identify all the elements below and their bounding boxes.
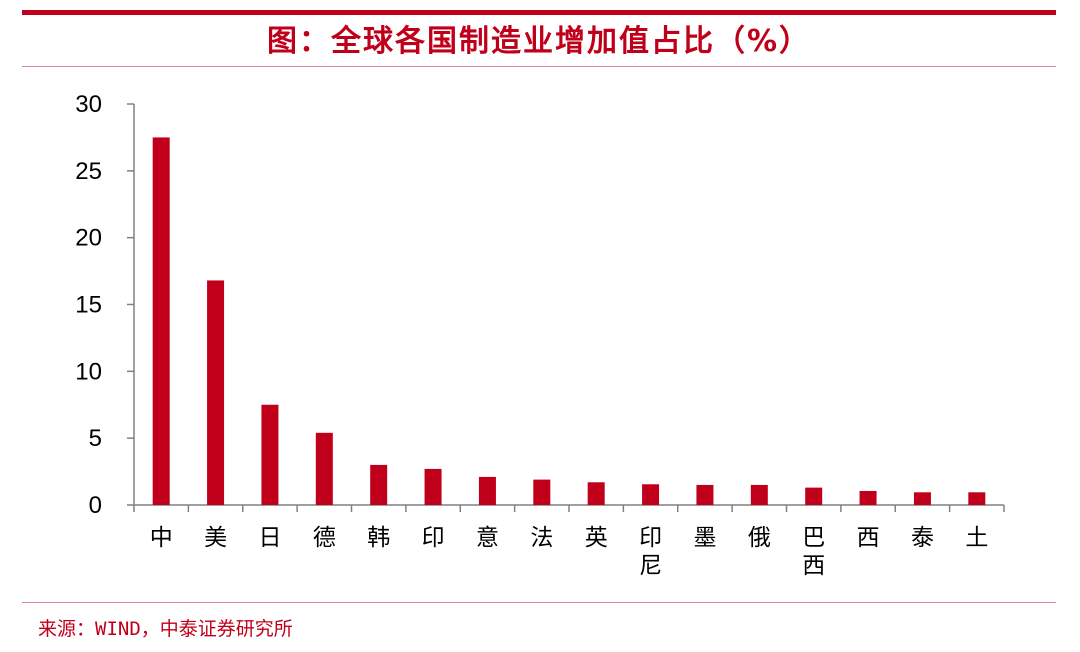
x-tick-label: 意: [476, 525, 499, 551]
x-tick-label: 泰: [911, 525, 934, 551]
x-tick-label: 墨: [693, 525, 716, 551]
bar: [913, 492, 931, 505]
top-rule: [22, 10, 1056, 15]
x-tick-label: 日: [258, 525, 281, 551]
bar: [696, 484, 714, 505]
y-tick-labels: 0 5 10 15 20 25 30: [75, 91, 102, 519]
bar: [315, 432, 333, 505]
x-tick-labels: 中 美 日 德 韩 印 意 法 英 印尼 墨 俄 巴西 西 泰 土: [150, 525, 989, 579]
bar: [805, 487, 823, 505]
x-tick-label: 俄: [748, 525, 771, 551]
x-tick-label: 美: [204, 525, 227, 551]
chart-bars: [152, 137, 986, 505]
x-tick-label: 土: [965, 525, 988, 551]
x-tick-label: 印尼: [639, 525, 662, 579]
y-tick-label: 20: [75, 225, 102, 252]
x-tick-label: 巴西: [802, 525, 825, 579]
y-tick-label: 10: [75, 358, 102, 385]
title-divider: [22, 66, 1056, 67]
bar: [370, 464, 388, 505]
x-tick-label: 印: [422, 525, 445, 551]
x-tick-label: 英: [585, 525, 608, 551]
bar: [478, 476, 496, 505]
source-divider: [22, 602, 1056, 603]
bar: [642, 484, 660, 505]
bar: [968, 492, 986, 505]
bar: [424, 468, 442, 505]
bar: [750, 484, 768, 505]
x-tick-label: 德: [313, 525, 336, 551]
y-tick-label: 15: [75, 292, 102, 319]
y-tick-label: 30: [75, 91, 102, 118]
y-tick-label: 5: [89, 425, 102, 452]
x-tick-label: 韩: [367, 525, 390, 551]
chart-axes: [127, 103, 1005, 512]
x-tick-label: 法: [530, 525, 553, 551]
source-note: 来源：WIND，中泰证券研究所: [38, 618, 293, 640]
bar: [533, 479, 551, 505]
y-tick-label: 25: [75, 158, 102, 185]
x-tick-label: 中: [150, 525, 173, 551]
x-tick-label: 西: [857, 525, 880, 551]
bar: [261, 404, 279, 505]
bar: [207, 280, 225, 505]
bar: [859, 490, 877, 505]
bar-chart: 0 5 10 15 20 25 30 中 美 日 德 韩 印 意 法 英 印尼 墨 俄 巴西 西 泰 土: [75, 91, 1005, 579]
bar: [587, 482, 605, 505]
bar: [152, 137, 170, 505]
y-tick-label: 0: [89, 492, 102, 519]
chart-title: 图：全球各国制造业增加值占比（%）: [266, 24, 812, 59]
